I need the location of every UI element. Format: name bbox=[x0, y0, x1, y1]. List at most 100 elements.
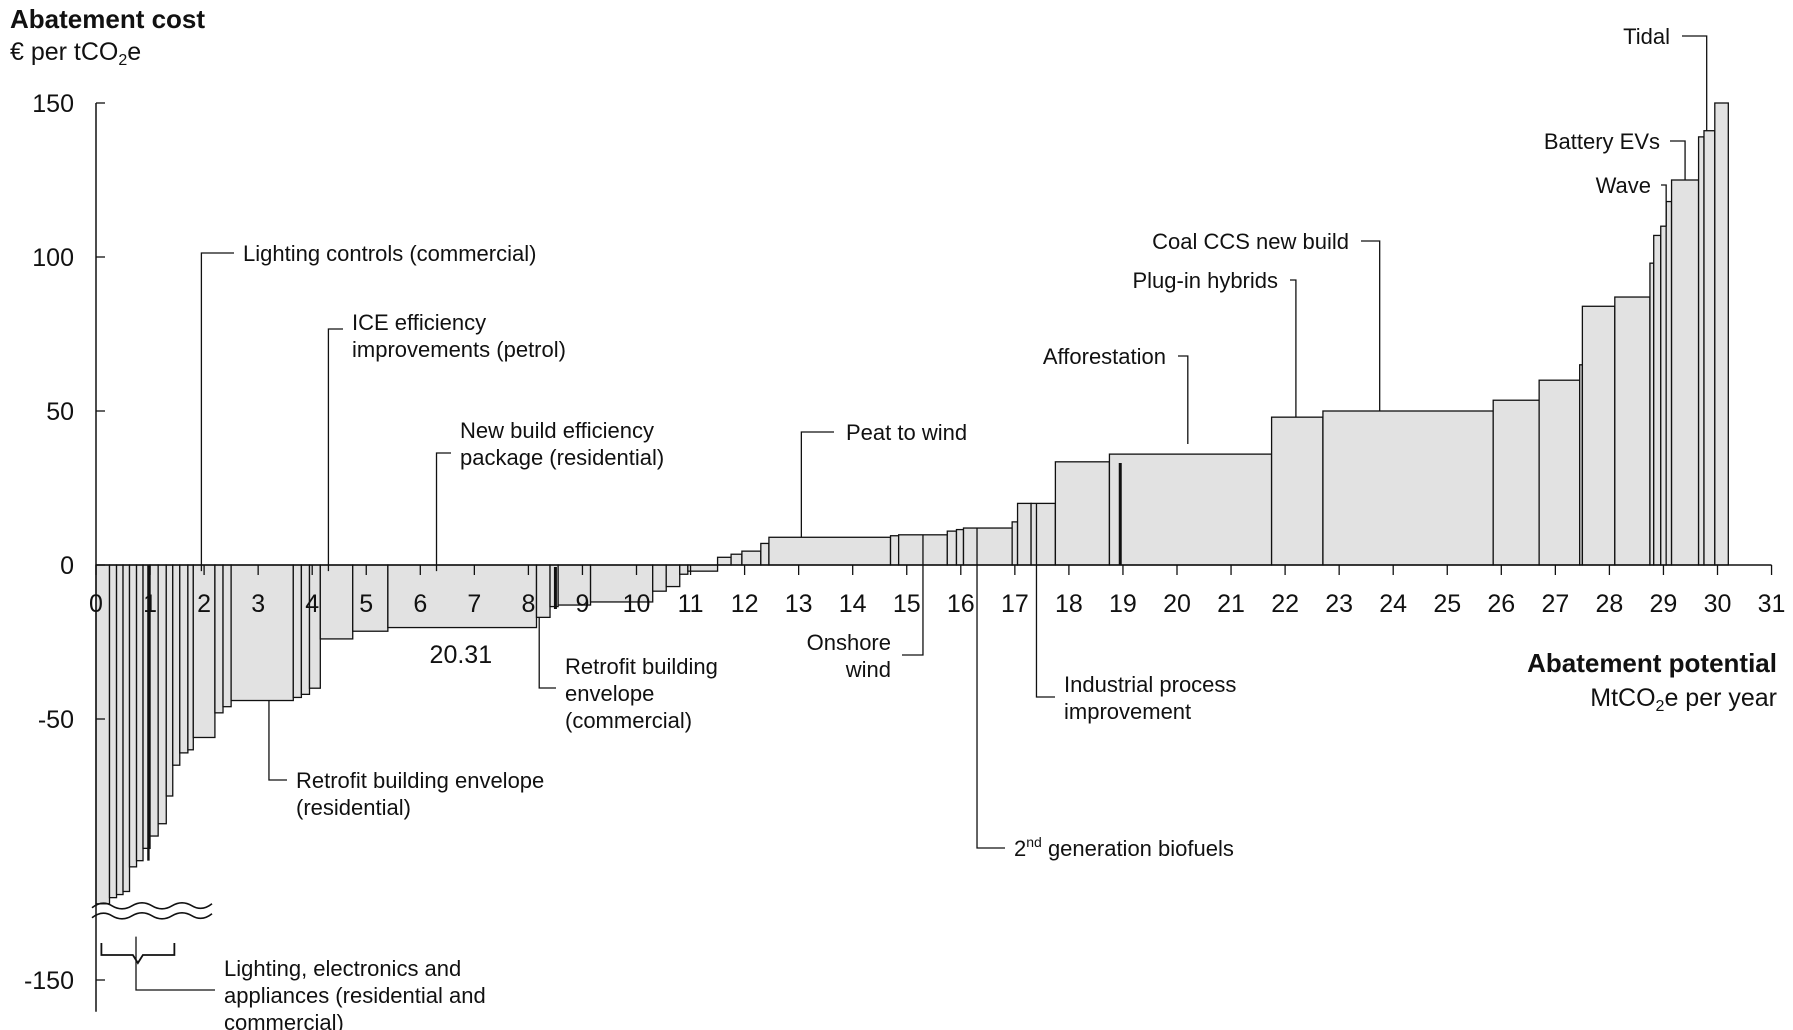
bar-27 bbox=[652, 564, 667, 592]
bar-1 bbox=[108, 564, 118, 899]
lever-label-0-0: Lighting controls (commercial) bbox=[243, 241, 536, 266]
bar-36 bbox=[889, 535, 900, 566]
leader-line-12 bbox=[902, 534, 924, 656]
x-tick-label-31: 30 bbox=[1704, 590, 1732, 618]
x-axis-unit: MtCO2e per year bbox=[1590, 684, 1777, 715]
bar-17 bbox=[292, 564, 303, 699]
bar-31 bbox=[716, 556, 732, 566]
x-tick-label-18: 18 bbox=[1055, 590, 1083, 618]
axis-break-gap bbox=[93, 905, 152, 916]
x-tick-label-16: 16 bbox=[947, 590, 975, 618]
bar-16 bbox=[230, 564, 294, 702]
x-tick-label-8: 8 bbox=[521, 590, 535, 618]
bar-45 bbox=[1108, 453, 1273, 566]
lever-label-10-1: (residential) bbox=[296, 795, 411, 820]
bar-51 bbox=[1581, 305, 1616, 566]
x-tick-label-10: 10 bbox=[623, 590, 651, 618]
bar-55 bbox=[1660, 225, 1667, 566]
bar-2 bbox=[115, 564, 124, 896]
bar-40 bbox=[962, 527, 1013, 566]
y-tick-label-4: -50 bbox=[38, 706, 74, 734]
lever-label-15-0: Lighting, electronics and bbox=[224, 956, 461, 981]
bar-34 bbox=[760, 542, 770, 566]
lever-label-8-0: Battery EVs bbox=[1544, 129, 1660, 154]
value-annotation: 20.31 bbox=[430, 641, 493, 669]
bar-15 bbox=[222, 564, 232, 708]
lever-label-1-0: ICE efficiency bbox=[352, 310, 486, 335]
lever-label-11-0: Retrofit building bbox=[565, 654, 718, 679]
x-tick-label-4: 4 bbox=[305, 590, 319, 618]
leader-line-11 bbox=[538, 617, 556, 689]
bar-47 bbox=[1322, 410, 1494, 566]
leader-line-2 bbox=[435, 452, 451, 572]
x-tick-label-12: 12 bbox=[731, 590, 759, 618]
lever-label-3-0: Peat to wind bbox=[846, 420, 967, 445]
lever-label-13-1: improvement bbox=[1064, 699, 1191, 724]
bar-29 bbox=[679, 564, 689, 575]
lever-label-11-1: envelope bbox=[565, 681, 654, 706]
leader-line-5 bbox=[1290, 279, 1297, 418]
bar-46 bbox=[1270, 416, 1324, 566]
leader-line-7 bbox=[1661, 184, 1667, 227]
x-tick-label-0: 0 bbox=[89, 590, 103, 618]
x-tick-label-21: 21 bbox=[1217, 590, 1245, 618]
bar-28 bbox=[665, 564, 681, 588]
bar-11 bbox=[179, 564, 189, 754]
lever-label-2-1: package (residential) bbox=[460, 445, 664, 470]
leader-line-8 bbox=[1670, 140, 1686, 180]
leader-line-1 bbox=[327, 328, 343, 572]
x-tick-label-20: 20 bbox=[1163, 590, 1191, 618]
x-tick-label-30: 29 bbox=[1650, 590, 1678, 618]
leader-line-6 bbox=[1361, 240, 1381, 411]
bar-57 bbox=[1670, 179, 1700, 566]
bar-9 bbox=[165, 564, 174, 797]
y-tick-label-2: 50 bbox=[46, 398, 74, 426]
lever-label-15-2: commercial) bbox=[224, 1010, 344, 1030]
bar-22 bbox=[387, 564, 538, 629]
leader-line-3 bbox=[800, 431, 834, 538]
x-tick-label-5: 5 bbox=[359, 590, 373, 618]
lever-label-7-0: Wave bbox=[1596, 173, 1651, 198]
bar-58 bbox=[1697, 136, 1705, 566]
bar-38 bbox=[946, 530, 958, 566]
bar-5 bbox=[135, 564, 144, 862]
axis-break-line-1 bbox=[91, 912, 213, 920]
bar-14 bbox=[214, 564, 224, 714]
x-tick-label-29: 28 bbox=[1595, 590, 1623, 618]
x-tick-label-23: 23 bbox=[1325, 590, 1353, 618]
bar-54 bbox=[1653, 234, 1662, 566]
x-tick-label-14: 14 bbox=[839, 590, 867, 618]
bar-8 bbox=[157, 564, 167, 825]
x-tick-label-15: 15 bbox=[893, 590, 921, 618]
x-tick-label-13: 13 bbox=[785, 590, 813, 618]
bar-52 bbox=[1614, 296, 1651, 566]
bar-42 bbox=[1016, 502, 1032, 566]
lever-label-12-1: wind bbox=[845, 657, 891, 682]
bar-33 bbox=[741, 550, 762, 566]
y-axis-title: Abatement cost bbox=[10, 4, 206, 34]
x-axis-title: Abatement potential bbox=[1527, 648, 1777, 678]
x-tick-label-7: 7 bbox=[467, 590, 481, 618]
x-tick-label-19: 19 bbox=[1109, 590, 1137, 618]
leader-line-13 bbox=[1035, 503, 1055, 698]
lever-label-11-2: (commercial) bbox=[565, 708, 692, 733]
lever-label-9-0: Tidal bbox=[1623, 24, 1670, 49]
bar-4 bbox=[128, 564, 138, 868]
lever-label-4-0: Afforestation bbox=[1043, 344, 1166, 369]
lever-label-1-1: improvements (petrol) bbox=[352, 337, 566, 362]
leader-line-0 bbox=[200, 252, 234, 572]
bar-60 bbox=[1714, 102, 1729, 566]
x-tick-label-6: 6 bbox=[413, 590, 427, 618]
bar-49 bbox=[1538, 379, 1581, 566]
x-tick-label-25: 25 bbox=[1433, 590, 1461, 618]
leader-line-4 bbox=[1178, 355, 1189, 444]
bar-19 bbox=[308, 564, 321, 689]
y-tick-label-3: 0 bbox=[60, 552, 74, 580]
bar-20 bbox=[319, 564, 354, 640]
lever-label-6-0: Coal CCS new build bbox=[1152, 229, 1349, 254]
x-tick-label-11: 11 bbox=[678, 590, 704, 618]
bar-10 bbox=[172, 564, 181, 766]
lever-label-13-0: Industrial process bbox=[1064, 672, 1236, 697]
x-tick-label-9: 9 bbox=[575, 590, 589, 618]
